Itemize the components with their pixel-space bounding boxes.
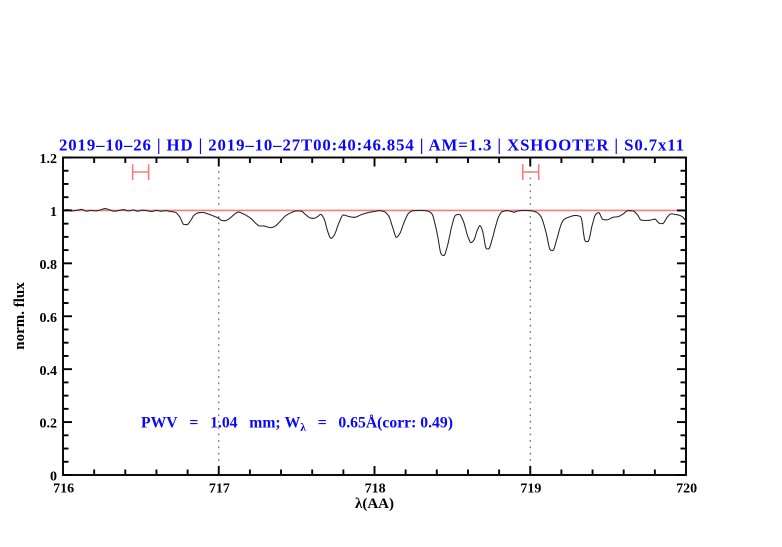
svg-text:0: 0: [50, 470, 57, 485]
svg-text:λ(AA): λ(AA): [355, 496, 394, 512]
svg-text:718: 718: [365, 481, 386, 496]
svg-text:720: 720: [676, 481, 697, 496]
svg-text:1.2: 1.2: [40, 152, 58, 167]
svg-text:719: 719: [520, 481, 541, 496]
svg-text:717: 717: [209, 481, 230, 496]
svg-text:2019–10–26 | HD | 2019–10–27T0: 2019–10–26 | HD | 2019–10–27T00:40:46.85…: [59, 136, 684, 155]
svg-text:716: 716: [53, 481, 74, 496]
svg-text:1: 1: [50, 205, 57, 220]
svg-text:norm. flux: norm. flux: [12, 282, 28, 350]
svg-text:0.8: 0.8: [40, 258, 58, 273]
svg-text:PWV = 1.04 mm; Wλ =: PWV = 1.04 mm; Wλ = 0.65Å(corr: 0.49): [141, 414, 453, 434]
svg-text:0.6: 0.6: [40, 311, 58, 326]
svg-text:0.4: 0.4: [40, 364, 58, 379]
svg-text:0.2: 0.2: [40, 417, 58, 432]
